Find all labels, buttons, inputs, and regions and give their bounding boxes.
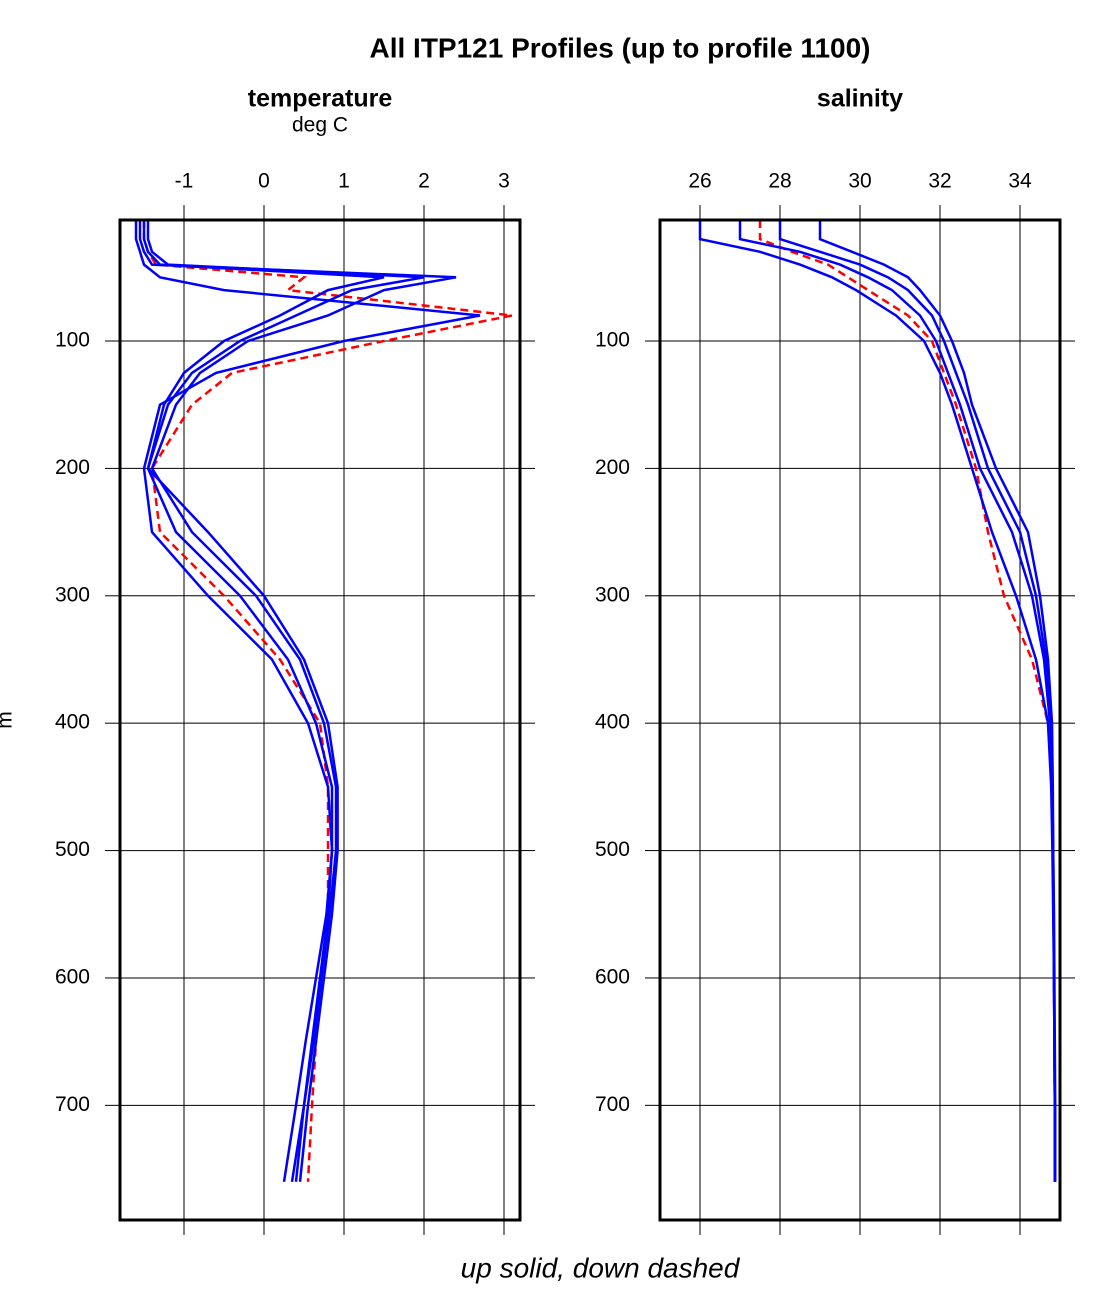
profile-line	[698, 220, 1057, 1182]
y-tick-label: 600	[55, 966, 90, 989]
profile-line	[738, 220, 1057, 1182]
y-tick-label: 400	[595, 711, 630, 734]
profile-line	[758, 220, 1057, 1182]
x-tick-label: 32	[928, 170, 951, 193]
y-tick-label: 200	[595, 456, 630, 479]
x-tick-label: -1	[175, 170, 194, 193]
profile-line	[142, 220, 513, 1182]
y-axis-label: m	[0, 711, 17, 729]
y-tick-label: 700	[55, 1093, 90, 1116]
y-tick-label: 600	[595, 966, 630, 989]
x-tick-label: 30	[848, 170, 871, 193]
plot-frame	[118, 218, 522, 1222]
y-tick-label: 500	[55, 838, 90, 861]
y-tick-label: 500	[595, 838, 630, 861]
panel-title: salinity	[817, 85, 903, 113]
y-tick-label: 200	[55, 456, 90, 479]
footer-note: up solid, down dashed	[461, 1252, 741, 1283]
y-tick-label: 100	[55, 329, 90, 352]
panel-title: temperature	[248, 85, 393, 113]
x-tick-label: 3	[498, 170, 510, 193]
profile-line	[134, 220, 481, 1182]
panel-subtitle: deg C	[292, 114, 348, 137]
x-tick-label: 26	[688, 170, 711, 193]
profile-line	[138, 220, 457, 1182]
x-tick-label: 34	[1008, 170, 1032, 193]
y-tick-label: 300	[55, 583, 90, 606]
profile-line	[146, 220, 425, 1182]
y-tick-label: 700	[595, 1093, 630, 1116]
plot-frame	[658, 218, 1062, 1222]
profile-line	[778, 220, 1057, 1182]
x-tick-label: 0	[258, 170, 270, 193]
figure-title: All ITP121 Profiles (up to profile 1100)	[369, 32, 870, 63]
x-tick-label: 1	[338, 170, 350, 193]
x-tick-label: 28	[768, 170, 791, 193]
y-tick-label: 400	[55, 711, 90, 734]
y-tick-label: 100	[595, 329, 630, 352]
x-tick-label: 2	[418, 170, 430, 193]
y-tick-label: 300	[595, 583, 630, 606]
